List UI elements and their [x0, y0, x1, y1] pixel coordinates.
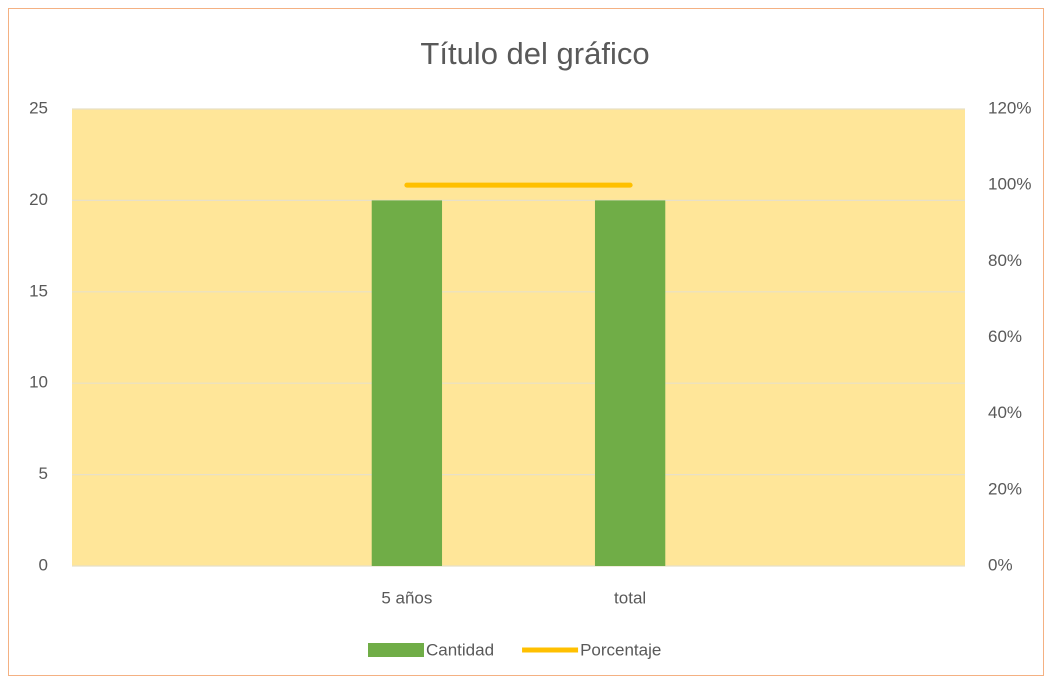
bar: [371, 200, 443, 566]
plot-area: [72, 109, 965, 566]
y-tick-label: 0: [39, 555, 48, 574]
y2-tick-label: 120%: [988, 98, 1031, 117]
bar: [594, 200, 666, 566]
x-tick-label: total: [614, 588, 646, 607]
y-tick-label: 20: [29, 190, 48, 209]
legend-swatch: [368, 643, 424, 657]
legend-label: Cantidad: [426, 640, 494, 659]
y2-tick-label: 80%: [988, 251, 1022, 270]
y2-tick-label: 100%: [988, 175, 1031, 194]
y-tick-label: 10: [29, 373, 48, 392]
y-tick-label: 5: [39, 464, 48, 483]
y2-tick-label: 60%: [988, 327, 1022, 346]
y-tick-label: 15: [29, 281, 48, 300]
y-tick-label: 25: [29, 98, 48, 117]
x-tick-label: 5 años: [381, 588, 432, 607]
y2-tick-label: 20%: [988, 479, 1022, 498]
y2-tick-label: 0%: [988, 555, 1013, 574]
y2-tick-label: 40%: [988, 403, 1022, 422]
legend-label: Porcentaje: [580, 640, 661, 659]
chart-title: Título del gráfico: [420, 36, 649, 71]
